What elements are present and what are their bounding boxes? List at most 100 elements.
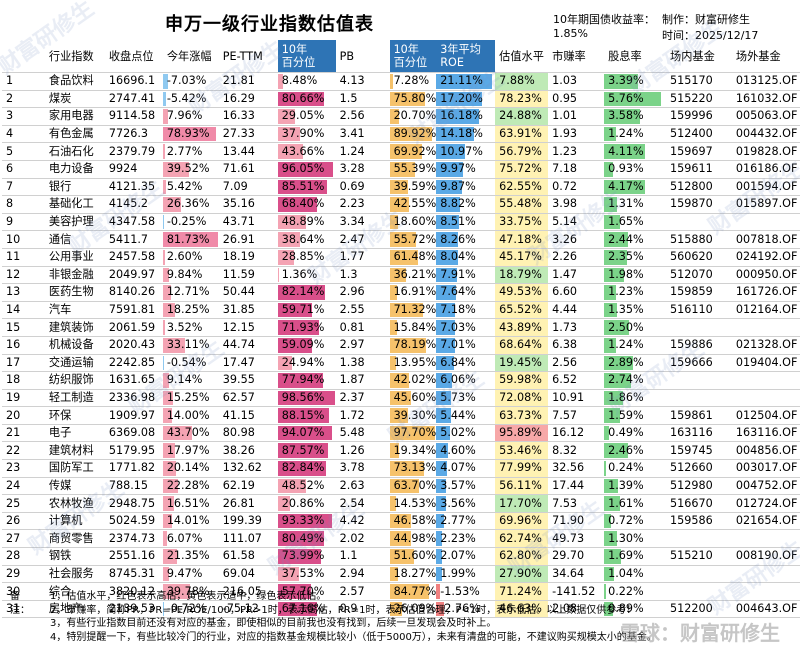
- row-no: 14: [2, 301, 45, 320]
- roe-3y: 3.57%: [436, 477, 496, 496]
- otc-code: [731, 389, 800, 408]
- table-row: 25 农林牧渔 2948.75 16.51% 26.81 20.86% 2.54 14.53%…: [2, 494, 800, 513]
- pb-value: 0.81: [335, 318, 390, 337]
- pb-percentile: 51.60%: [389, 547, 437, 566]
- etf-code: 515170: [666, 72, 732, 91]
- pe-ttm: 18.19: [218, 248, 278, 267]
- dividend-yield-text: 1.24%: [608, 338, 644, 352]
- pb-percentile-text: 7.28%: [393, 74, 430, 88]
- dividend-yield-text: 2.89%: [608, 355, 644, 369]
- pb-value: 2.54: [335, 494, 390, 513]
- pb-value: 2.94: [335, 565, 390, 584]
- pb-percentile-fill: [389, 461, 424, 476]
- table-row: 17 交通运输 2242.85 -0.54% 17.47 24.94% 1.38 13.95%…: [2, 354, 800, 373]
- dividend-yield-fill: [604, 531, 617, 547]
- table-row: 27 商贸零售 2374.73 6.07% 111.07 80.49% 2.02 44.98%…: [2, 529, 800, 549]
- dividend-yield: 0.89%: [604, 600, 666, 619]
- dividend-yield-fill: [604, 126, 617, 142]
- column-header: 场外基金: [731, 40, 800, 73]
- pb-value: 5.48: [335, 424, 390, 443]
- dividend-yield-text: 1.61%: [608, 496, 644, 510]
- table-row: 3 家用电器 9114.58 7.96% 16.33 29.05% 2.56 20.70% 16…: [2, 107, 800, 126]
- pe-percentile-fill: [277, 478, 306, 494]
- etf-code: [666, 318, 732, 337]
- roe-3y: 7.03%: [436, 318, 496, 337]
- roe-3y-text: 8.04%: [440, 250, 476, 264]
- close-value: 7591.81: [104, 301, 163, 320]
- pb-percentile-fill: [389, 355, 397, 371]
- pb-percentile: 36.21%: [389, 266, 437, 285]
- pr-value: 6.38: [548, 336, 605, 355]
- column-header: PB: [335, 40, 390, 73]
- ytd-change-fill: [162, 197, 181, 212]
- table-row: 7 银行 4121.35 5.42% 7.09 85.51% 0.69 39.59% 9.87%…: [2, 178, 800, 197]
- notes-label: 备注：: [10, 591, 30, 616]
- close-value: 2139.53: [104, 600, 163, 619]
- table-row: 12 非银金融 2049.97 9.84% 11.59 1.36% 1.3 36.21% 7.9…: [2, 266, 800, 285]
- pe-percentile: 85.51%: [277, 178, 336, 197]
- ytd-change-fill: [162, 584, 190, 599]
- industry-name: 家用电器: [44, 107, 105, 126]
- roe-3y: 3.56%: [436, 494, 496, 513]
- close-value: 1631.65: [104, 371, 163, 390]
- valuation-level: 19.45%: [495, 354, 549, 373]
- pe-percentile: 48.52%: [277, 477, 336, 496]
- dividend-yield: 1.35%: [604, 301, 666, 320]
- pe-ttm: 38.26: [218, 441, 278, 461]
- roe-3y-fill: [436, 91, 482, 107]
- row-no: 25: [2, 494, 45, 513]
- ytd-change-text: 9.14%: [166, 373, 203, 387]
- roe-3y-fill: [436, 478, 446, 494]
- table-row: 24 传媒 788.15 22.28% 62.19 48.52% 2.63 63.70% 3.5…: [2, 477, 800, 496]
- roe-3y-text: 9.97%: [440, 162, 476, 176]
- pe-percentile: 96.05%: [277, 160, 336, 179]
- dividend-yield-fill: [604, 584, 607, 599]
- ytd-change: 9.47%: [162, 565, 219, 584]
- ytd-change: 39.52%: [162, 160, 219, 179]
- pb-percentile-text: 69.92%: [393, 144, 437, 158]
- roe-3y: 16.18%: [436, 107, 496, 126]
- table-body: 1 食品饮料 16696.1 -7.03% 21.81 8.48% 4.13 7.28% 21.…: [2, 72, 800, 619]
- otc-code: 161726.OF: [731, 283, 800, 302]
- pb-percentile: 97.70%: [389, 424, 437, 443]
- roe-3y-fill: [436, 601, 444, 617]
- roe-3y: 9.87%: [436, 178, 496, 197]
- valuation-level: 95.89%: [495, 424, 549, 443]
- dividend-yield-text: 2.46%: [608, 443, 644, 457]
- pb-percentile-fill: [389, 285, 398, 300]
- industry-name: 传媒: [44, 477, 105, 496]
- ytd-change-text: 39.52%: [166, 162, 210, 176]
- pe-ttm: 71.61: [218, 160, 278, 179]
- valuation-level: 17.70%: [495, 494, 549, 513]
- pe-ttm: -75.12: [218, 600, 278, 619]
- dividend-yield: 1.23%: [604, 283, 666, 302]
- pe-percentile-text: 77.94%: [281, 373, 325, 387]
- column-header: 10年 百分位: [277, 40, 336, 73]
- pb-value: 2.56: [335, 107, 390, 126]
- ytd-change: 78.93%: [162, 125, 219, 144]
- roe-3y-text: 8.26%: [440, 232, 476, 246]
- industry-name: 钢铁: [44, 547, 105, 566]
- pb-value: 1.26: [335, 441, 390, 461]
- ytd-change: 33.11%: [162, 336, 219, 355]
- pe-ttm: 61.58: [218, 547, 278, 566]
- pr-value: 2.26: [548, 248, 605, 267]
- pe-percentile-text: 57.70%: [281, 584, 325, 598]
- roe-3y-text: 4.07%: [440, 461, 476, 475]
- close-value: 7726.3: [104, 125, 163, 144]
- dividend-yield-fill: [604, 443, 629, 459]
- roe-3y: 17.20%: [436, 90, 496, 109]
- industry-name: 社会服务: [44, 565, 105, 584]
- row-no: 27: [2, 529, 45, 549]
- note-line: 2，市赚率，简称PR，PR=PE/ROE/100，PR>1时，表示高估，PR=1…: [50, 604, 637, 616]
- otc-code: 016186.OF: [731, 160, 800, 179]
- pb-percentile-fill: [389, 496, 397, 511]
- pe-percentile-text: 71.93%: [281, 320, 325, 334]
- valuation-level: 56.79%: [495, 142, 549, 161]
- ytd-change-text: -5.42%: [166, 91, 207, 105]
- etf-code: 159586: [666, 512, 732, 531]
- pe-percentile-text: 82.84%: [281, 461, 325, 475]
- table-row: 10 通信 5411.7 81.73% 26.91 38.64% 2.47 55.72% 8.2…: [2, 230, 800, 249]
- ytd-change-fill: [162, 443, 175, 459]
- pb-percentile: 26.09%: [389, 600, 437, 619]
